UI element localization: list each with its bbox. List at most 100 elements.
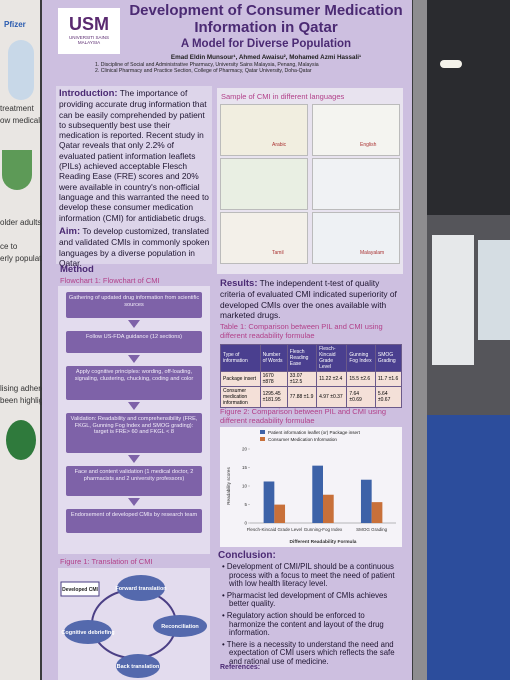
results: Results: The independent t-test of quali… [220,278,402,320]
caption: Flowchart 1: Flowchart of CMI [60,276,160,285]
cell: 33.07 ±12.5 [286,371,318,387]
subtitle: A Model for Diverse Population [180,38,352,50]
flow-step: Apply cognitive principles: wording, off… [66,366,202,400]
paragraph: The independent t-test of quality criter… [220,278,397,320]
cell: Package insert [220,371,261,387]
sample-label: Malayalam [360,250,385,256]
cell: 11.22 ±2.4 [316,371,348,387]
heading: Introduction: [59,88,118,99]
bullet: • Pharmacist led development of CMIs ach… [222,590,388,609]
side-shape [2,150,32,190]
node [117,575,165,601]
flow-step: Follow US-FDA guidance (12 sections) [66,331,202,353]
flowchart: Gathering of updated drug information fr… [58,286,210,554]
flow-step: Face and content validation (1 medical d… [66,466,202,496]
cell: 77.88 ±1.9 [286,386,318,408]
bullet-text: Pharmacist led development of CMIs achie… [226,590,388,609]
paragraph: The importance of providing accurate dru… [59,88,209,223]
ceiling [427,0,510,215]
translation-diagram: Developed CMI Forward translation Reconc… [58,568,210,680]
sample-image [312,104,400,156]
bullet: • Regulatory action should be enforced t… [222,610,384,638]
cell: 1295.45 ±181.95 [259,386,288,408]
fragment: ce to [0,242,18,251]
stand-pole [413,0,427,680]
fragment: treatment [0,104,34,113]
bullet: • There is a necessity to understand the… [222,639,395,666]
header-cell: Flesch Reading Ease [286,344,318,372]
aim: Aim: To develop customized, translated a… [59,226,210,268]
flow-arrow [128,355,140,363]
legend-swatch [260,430,265,434]
sample-label: Arabic [272,142,287,148]
legend-swatch [260,437,265,441]
logo-text: USM [69,14,109,34]
sample-image [220,104,308,156]
sample-label: Tamil [272,250,284,256]
sample-grid: Arabic English Tamil Malayalam [220,104,402,274]
heading: Method [60,264,94,275]
caption: Sample of CMI in different languages [221,92,345,101]
node [64,620,112,644]
fragment: erly population [0,254,53,263]
bar [371,502,383,523]
fragment: Pfizer [4,20,26,29]
authors: Emad Eldin Munsour¹, Ahmed Awaisu², Moha… [170,54,362,61]
introduction: Introduction: The importance of providin… [59,88,210,223]
side-shape [6,420,36,460]
flow-arrow [128,455,140,463]
bar [274,504,286,523]
affiliation: 2. Clinical Pharmacy and Practice Sectio… [95,68,312,75]
flow-arrow [128,402,140,410]
floor [427,415,510,680]
cell: 4.97 ±0.37 [316,386,348,408]
y-axis-label: Readability scores [226,467,231,505]
bar [263,481,275,523]
fragment: ow medical [0,116,41,125]
cell: 7.64 ±0.69 [346,386,376,408]
chart-title: Figure 2: Comparison between PIL and CMI… [220,407,387,425]
heading: References: [220,664,261,671]
cell: 5.64 ±0.67 [374,386,403,408]
bullet-text: Development of CMI/PIL should be a conti… [226,562,395,589]
y-tick-label: 10 [242,484,248,489]
node-label: Cognitive debriefing [61,630,114,636]
x-tick-label: Gunning-Fog Index [304,527,343,532]
y-tick-label: 0 [244,521,247,526]
flow-step: Gathering of updated drug information fr… [66,292,202,318]
legend-label: Patient information leaflet (or) Package… [268,430,361,435]
x-axis-label: Different Readability Formula [290,539,357,545]
node-label: Back translation [117,664,160,670]
header-cell: Gunning Fog Index [346,344,376,372]
board [478,240,510,340]
sample-image [312,158,400,210]
flow-step: Endorsement of developed CMIs by researc… [66,509,202,533]
node-label: Forward translation [115,586,167,592]
fragment: been highlighted [0,396,59,405]
cell: 11.7 ±1.6 [374,371,403,387]
table-wrap: Type of information Number of Words Flesch… [220,344,403,408]
heading: Results: [220,278,258,289]
node [116,654,160,678]
x-tick-label: SMOG Grading [356,527,388,532]
legend-label: Consumer Medication Information [268,437,337,442]
node-box [60,581,100,597]
node [153,615,207,637]
caption: Table 1: Comparison between PIL and CMI … [220,322,383,340]
table-row: Consumer medication information 1295.45 ±… [220,386,403,408]
bullet: • Development of CMI/PIL should be a con… [222,562,395,589]
side-poster [0,0,40,680]
board [432,235,474,365]
fragment: lising adherence [0,384,59,393]
y-tick-label: 15 [242,465,248,470]
affiliation: 1. Discipline of Social and Administrati… [95,62,319,68]
sample-image [220,212,308,264]
header-cell: Type of information [220,344,261,372]
sample-image [220,158,308,210]
x-tick-label: Flesch-Kincaid Grade Level [247,527,302,532]
chart: Patient information leaflet (or) Package… [220,427,402,547]
y-tick-label: 5 [244,502,247,507]
flow-arrow [128,498,140,506]
node-label: Developed CMI [62,587,98,593]
